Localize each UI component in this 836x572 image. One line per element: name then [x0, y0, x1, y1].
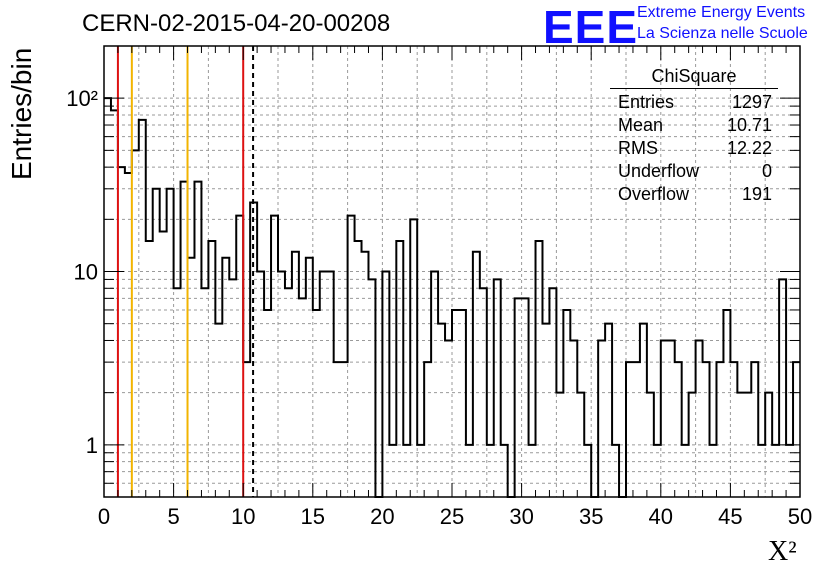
histogram-bar	[111, 110, 118, 497]
histogram-bar	[257, 272, 264, 498]
histogram-bar	[327, 272, 334, 498]
histogram-bar	[334, 362, 341, 497]
histogram-bar	[104, 98, 111, 497]
y-axis-label: Entries/bin	[6, 47, 37, 180]
x-tick-label: 25	[440, 504, 464, 529]
eee-logo: EEE	[543, 1, 639, 53]
stats-row-rms: RMS 12.22	[610, 137, 778, 160]
histogram-bar	[723, 310, 730, 497]
histogram-bar	[431, 272, 438, 498]
y-tick-label: 10	[74, 260, 98, 285]
histogram-bar	[222, 258, 229, 497]
stats-label: Overflow	[618, 184, 690, 204]
histogram-bar	[494, 279, 501, 497]
histogram-bar	[348, 216, 355, 497]
histogram-bar	[459, 310, 466, 497]
histogram-bar	[640, 324, 647, 497]
histogram-bar	[598, 340, 605, 497]
stats-row-mean: Mean 10.71	[610, 114, 778, 137]
histogram-bar	[236, 216, 243, 497]
stats-label: Entries	[618, 92, 675, 112]
histogram-bar	[570, 340, 577, 497]
stats-box: ChiSquare Entries 1297 Mean 10.71 RMS 12.22…	[610, 66, 778, 206]
histogram-bar	[793, 362, 800, 497]
histogram-bar	[368, 279, 375, 497]
x-tick-label: 40	[649, 504, 673, 529]
logo-caption-line2: La Scienza nelle Scuole	[637, 25, 808, 42]
histogram-bar	[542, 324, 549, 497]
histogram-bar	[139, 120, 146, 497]
histogram-bar	[751, 362, 758, 497]
histogram-bar	[215, 324, 222, 497]
histogram-bar	[633, 362, 640, 497]
histogram-bar	[779, 279, 786, 497]
histogram-bar	[181, 182, 188, 497]
histogram-bar	[626, 362, 633, 497]
stats-value: 12.22	[726, 138, 772, 158]
stats-label: RMS	[618, 138, 658, 158]
histogram-bar	[668, 340, 675, 497]
histogram-bar	[299, 298, 306, 497]
histogram-bar	[278, 272, 285, 498]
y-tick-label: 1	[86, 433, 98, 458]
histogram-bar	[522, 298, 529, 497]
histogram-bar	[661, 340, 668, 497]
histogram-bar	[703, 362, 710, 497]
stats-value: 191	[741, 184, 772, 204]
histogram-bar	[271, 216, 278, 497]
x-tick-label: 5	[167, 504, 179, 529]
histogram-bar	[243, 362, 250, 497]
histogram-bar	[605, 324, 612, 497]
histogram-bar	[167, 189, 174, 497]
x-tick-label: 45	[718, 504, 742, 529]
histogram-bar	[438, 324, 445, 497]
stats-value: 1297	[731, 92, 772, 112]
histogram-line	[104, 97, 800, 498]
x-tick-label: 10	[231, 504, 255, 529]
histogram-bar	[424, 362, 431, 497]
stats-label: Mean	[618, 115, 664, 135]
x-tick-label: 50	[788, 504, 812, 529]
x-tick-label: 0	[98, 504, 110, 529]
histogram-bar	[188, 258, 195, 497]
histogram-bar	[118, 167, 125, 497]
histogram-bar	[153, 189, 160, 497]
histogram-bar	[313, 310, 320, 497]
histogram-bar	[563, 310, 570, 497]
x-axis-label: X²	[768, 536, 797, 567]
stats-label: Underflow	[618, 161, 700, 181]
chart-title: CERN-02-2015-04-20-00208	[82, 10, 391, 37]
histogram-bar	[730, 362, 737, 497]
stats-row-entries: Entries 1297	[610, 91, 778, 114]
x-tick-label: 30	[509, 504, 533, 529]
stats-value: 10.71	[726, 115, 772, 135]
histogram-bar	[382, 272, 389, 498]
stats-row-underflow: Underflow 0	[610, 160, 778, 183]
x-tick-label: 15	[301, 504, 325, 529]
stats-title: ChiSquare	[610, 66, 778, 89]
x-tick-label: 20	[370, 504, 394, 529]
histogram-bar	[445, 340, 452, 497]
histogram-bar	[696, 340, 703, 497]
logo-caption-line1: Extreme Energy Events	[637, 4, 806, 21]
histogram-bar	[306, 258, 313, 497]
histogram-bar	[125, 173, 132, 497]
stats-value: 0	[761, 161, 772, 181]
histogram-bar	[341, 362, 348, 497]
y-tick-label: 10²	[66, 86, 98, 111]
histogram-bar	[410, 219, 417, 497]
histogram-bar	[264, 310, 271, 497]
histogram-bar	[675, 362, 682, 497]
histogram-bar	[452, 310, 459, 497]
histogram-bar	[194, 182, 201, 497]
histogram-bar	[716, 362, 723, 497]
histogram-bar	[320, 272, 327, 498]
stats-row-overflow: Overflow 191	[610, 183, 778, 206]
x-tick-label: 35	[579, 504, 603, 529]
histogram-bar	[515, 298, 522, 497]
histogram-bar	[229, 279, 236, 497]
